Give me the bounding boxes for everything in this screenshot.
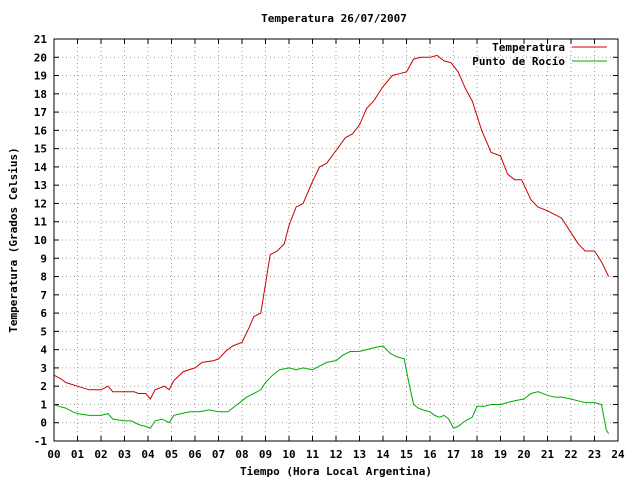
y-tick-label: 21: [34, 33, 48, 46]
y-tick-label: 16: [34, 124, 48, 137]
x-tick-label: 16: [423, 448, 437, 461]
y-tick-label: 18: [34, 88, 47, 101]
x-tick-label: 23: [588, 448, 601, 461]
chart-title: Temperatura 26/07/2007: [261, 12, 407, 25]
y-tick-label: 8: [40, 271, 47, 284]
y-tick-label: 17: [34, 106, 47, 119]
y-tick-label: 20: [34, 51, 47, 64]
y-tick-label: 19: [34, 70, 47, 83]
x-tick-label: 21: [541, 448, 555, 461]
x-axis-label: Tiempo (Hora Local Argentina): [240, 465, 432, 478]
x-tick-label: 12: [329, 448, 342, 461]
y-tick-label: 2: [40, 380, 47, 393]
y-tick-label: -1: [34, 435, 48, 448]
x-tick-label: 04: [141, 448, 155, 461]
grid-lines: [54, 39, 618, 441]
series-lines: [53, 54, 610, 434]
y-tick-label: 12: [34, 197, 47, 210]
y-tick-label: 9: [40, 252, 47, 265]
x-tick-label: 18: [470, 448, 483, 461]
x-tick-label: 13: [353, 448, 366, 461]
series-line-temperatura: [53, 54, 610, 400]
y-tick-label: 1: [40, 398, 47, 411]
x-tick-label: 05: [165, 448, 178, 461]
x-tick-label: 11: [306, 448, 320, 461]
y-tick-label: 5: [40, 325, 47, 338]
x-tick-label: 03: [118, 448, 131, 461]
y-tick-label: 7: [40, 289, 47, 302]
x-tick-label: 00: [47, 448, 60, 461]
x-tick-label: 01: [71, 448, 85, 461]
x-tick-label: 09: [259, 448, 272, 461]
x-tick-label: 20: [517, 448, 530, 461]
y-axis-label: Temperatura (Grados Celsius): [7, 147, 20, 332]
legend-label: Punto de Rocío: [472, 55, 565, 68]
x-tick-label: 24: [611, 448, 625, 461]
legend-label: Temperatura: [492, 41, 565, 54]
y-tick-label: 13: [34, 179, 47, 192]
series-line-punto-de-rocio: [53, 345, 610, 434]
x-tick-label: 22: [564, 448, 577, 461]
y-tick-label: 4: [40, 344, 47, 357]
y-tick-label: 15: [34, 143, 47, 156]
x-tick-label: 07: [212, 448, 225, 461]
x-tick-label: 15: [400, 448, 413, 461]
x-tick-label: 14: [376, 448, 390, 461]
x-tick-label: 08: [235, 448, 248, 461]
x-tick-label: 17: [447, 448, 460, 461]
plot-frame: [53, 38, 619, 442]
y-tick-label: 6: [40, 307, 47, 320]
x-axis-ticks: 00 01 02 03 04 05 06 07 08 09 10 11 12 13 14 15 16 17 18 19…: [47, 39, 625, 461]
y-tick-label: 11: [34, 216, 48, 229]
y-tick-label: 3: [40, 362, 47, 375]
x-tick-label: 06: [188, 448, 202, 461]
x-tick-label: 02: [94, 448, 107, 461]
y-tick-label: 10: [34, 234, 47, 247]
x-tick-label: 10: [282, 448, 295, 461]
x-tick-label: 19: [494, 448, 507, 461]
y-tick-label: 14: [34, 161, 48, 174]
y-tick-label: 0: [40, 417, 47, 430]
